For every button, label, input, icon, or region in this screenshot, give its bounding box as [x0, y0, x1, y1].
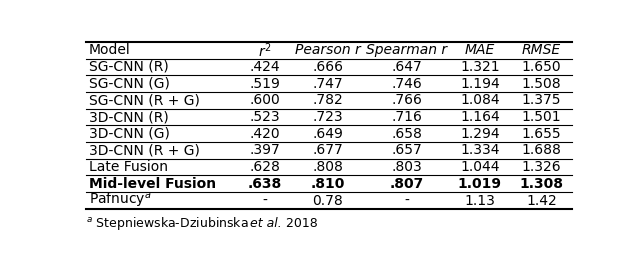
Text: .647: .647 — [392, 60, 422, 74]
Text: 3D-CNN (G): 3D-CNN (G) — [89, 127, 170, 141]
Text: 1.044: 1.044 — [460, 160, 500, 174]
Text: .666: .666 — [312, 60, 343, 74]
Text: .810: .810 — [310, 177, 345, 191]
Text: -: - — [262, 193, 268, 208]
Text: .658: .658 — [392, 127, 422, 141]
Text: .677: .677 — [312, 143, 343, 157]
Text: 1.321: 1.321 — [460, 60, 500, 74]
Text: RMSE: RMSE — [522, 43, 561, 57]
Text: .638: .638 — [248, 177, 282, 191]
Text: .628: .628 — [250, 160, 280, 174]
Text: .523: .523 — [250, 110, 280, 124]
Text: MAE: MAE — [465, 43, 495, 57]
Text: .649: .649 — [312, 127, 343, 141]
Text: 1.655: 1.655 — [522, 127, 561, 141]
Text: 1.308: 1.308 — [519, 177, 563, 191]
Text: 1.375: 1.375 — [522, 93, 561, 107]
Text: 0.78: 0.78 — [312, 193, 343, 208]
Text: .420: .420 — [250, 127, 280, 141]
Text: .747: .747 — [312, 77, 343, 91]
Text: .519: .519 — [250, 77, 280, 91]
Text: 2018: 2018 — [282, 217, 317, 230]
Text: 1.019: 1.019 — [458, 177, 502, 191]
Text: 1.13: 1.13 — [465, 193, 495, 208]
Text: 3D-CNN (R): 3D-CNN (R) — [89, 110, 169, 124]
Text: Pearson r: Pearson r — [295, 43, 360, 57]
Text: 1.650: 1.650 — [522, 60, 561, 74]
Text: .803: .803 — [392, 160, 422, 174]
Text: 1.42: 1.42 — [526, 193, 557, 208]
Text: Model: Model — [89, 43, 131, 57]
Text: .766: .766 — [392, 93, 422, 107]
Text: 1.688: 1.688 — [522, 143, 561, 157]
Text: 1.084: 1.084 — [460, 93, 500, 107]
Text: $r^2$: $r^2$ — [258, 41, 272, 59]
Text: .746: .746 — [392, 77, 422, 91]
Text: .600: .600 — [250, 93, 280, 107]
Text: .808: .808 — [312, 160, 343, 174]
Text: et al.: et al. — [250, 217, 282, 230]
Text: 1.294: 1.294 — [460, 127, 500, 141]
Text: 1.326: 1.326 — [522, 160, 561, 174]
Text: 1.508: 1.508 — [522, 77, 561, 91]
Text: Spearman r: Spearman r — [367, 43, 447, 57]
Text: 1.194: 1.194 — [460, 77, 500, 91]
Text: SG-CNN (G): SG-CNN (G) — [89, 77, 170, 91]
Text: Late Fusion: Late Fusion — [89, 160, 168, 174]
Text: .723: .723 — [312, 110, 343, 124]
Text: .807: .807 — [390, 177, 424, 191]
Text: 1.164: 1.164 — [460, 110, 500, 124]
Text: .782: .782 — [312, 93, 343, 107]
Text: 1.334: 1.334 — [460, 143, 500, 157]
Text: .397: .397 — [250, 143, 280, 157]
Text: SG-CNN (R + G): SG-CNN (R + G) — [89, 93, 200, 107]
Text: 3D-CNN (R + G): 3D-CNN (R + G) — [89, 143, 200, 157]
Text: SG-CNN (R): SG-CNN (R) — [89, 60, 169, 74]
Text: Pafnucy$^a$: Pafnucy$^a$ — [89, 191, 152, 210]
Text: $^a$ Stepniewska-Dziubinska: $^a$ Stepniewska-Dziubinska — [86, 215, 250, 232]
Text: .716: .716 — [392, 110, 422, 124]
Text: .657: .657 — [392, 143, 422, 157]
Text: -: - — [404, 193, 410, 208]
Text: Mid-level Fusion: Mid-level Fusion — [89, 177, 216, 191]
Text: .424: .424 — [250, 60, 280, 74]
Text: 1.501: 1.501 — [522, 110, 561, 124]
